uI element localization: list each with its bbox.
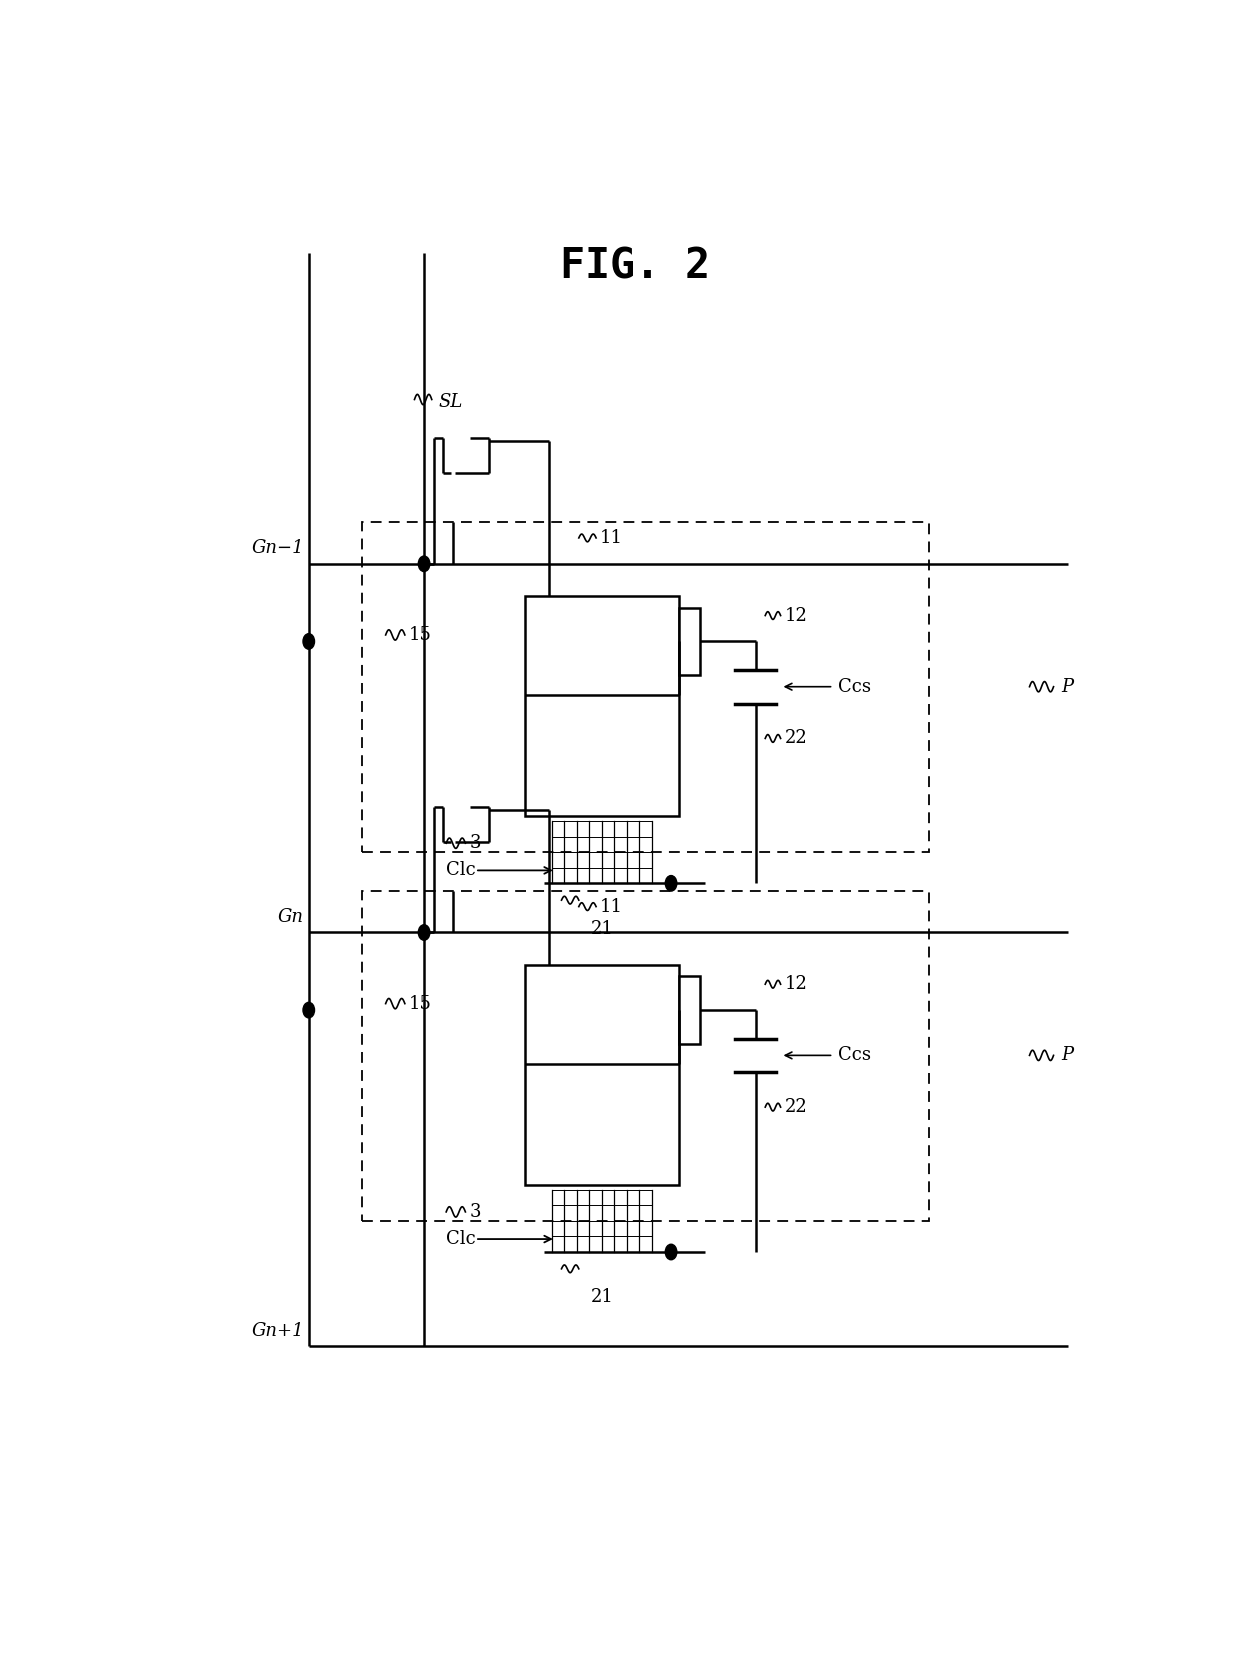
Text: P: P bbox=[1061, 677, 1074, 696]
Text: 22: 22 bbox=[785, 729, 807, 748]
Bar bbox=[525, 596, 678, 816]
Text: 15: 15 bbox=[409, 995, 432, 1013]
Circle shape bbox=[666, 1245, 677, 1260]
Circle shape bbox=[666, 875, 677, 890]
Text: Ccs: Ccs bbox=[838, 677, 872, 696]
Circle shape bbox=[418, 556, 430, 571]
Text: 21: 21 bbox=[590, 919, 614, 937]
Circle shape bbox=[303, 633, 315, 648]
Text: Clc: Clc bbox=[446, 1230, 476, 1248]
Text: 11: 11 bbox=[600, 529, 622, 548]
Text: 15: 15 bbox=[409, 627, 432, 643]
Text: 3: 3 bbox=[469, 835, 481, 852]
Text: 12: 12 bbox=[785, 606, 807, 625]
Bar bbox=[362, 890, 929, 1221]
Circle shape bbox=[418, 924, 430, 941]
Text: FIG. 2: FIG. 2 bbox=[560, 245, 711, 287]
Bar bbox=[678, 976, 699, 1043]
Text: 22: 22 bbox=[785, 1099, 807, 1116]
Text: P: P bbox=[1061, 1047, 1074, 1065]
Bar bbox=[678, 608, 699, 675]
Text: Ccs: Ccs bbox=[838, 1047, 872, 1065]
Text: Gn: Gn bbox=[278, 907, 304, 926]
Bar bbox=[362, 522, 929, 852]
Text: Clc: Clc bbox=[446, 862, 476, 879]
Text: 11: 11 bbox=[600, 897, 622, 916]
Text: Gn+1: Gn+1 bbox=[252, 1322, 304, 1341]
Text: 21: 21 bbox=[590, 1289, 614, 1307]
Text: 12: 12 bbox=[785, 974, 807, 993]
Text: 3: 3 bbox=[469, 1203, 481, 1221]
Text: SL: SL bbox=[439, 393, 463, 412]
Circle shape bbox=[303, 1003, 315, 1018]
Text: Gn−1: Gn−1 bbox=[252, 539, 304, 558]
Bar bbox=[525, 964, 678, 1184]
